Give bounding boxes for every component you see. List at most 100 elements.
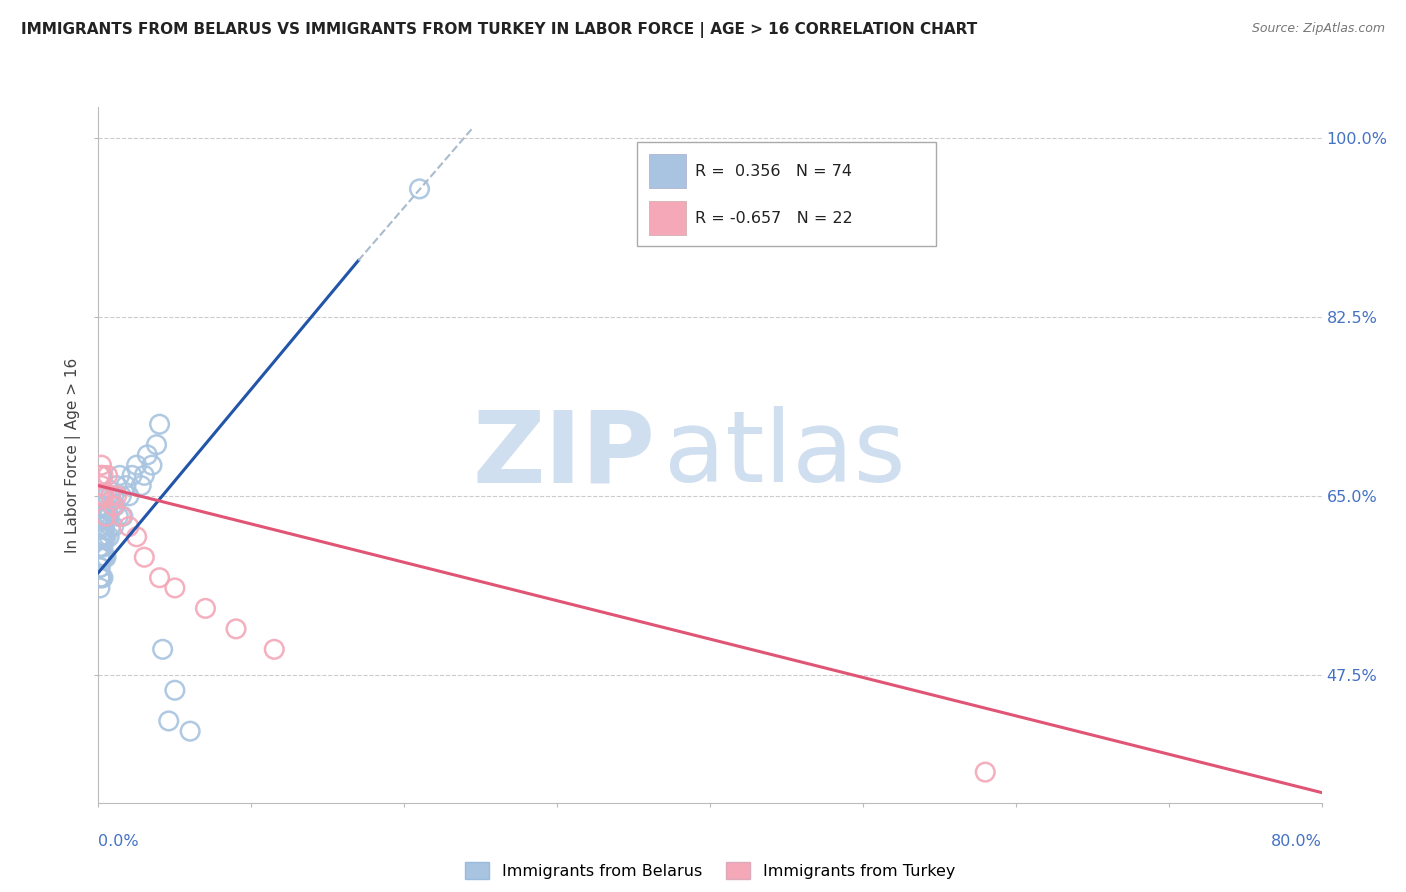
Point <box>149 571 172 585</box>
Point <box>91 571 114 585</box>
Text: 0.0%: 0.0% <box>98 834 139 849</box>
Point <box>111 509 134 524</box>
Point <box>98 530 121 544</box>
Point <box>121 468 143 483</box>
Point <box>90 458 112 472</box>
Point <box>90 468 112 483</box>
Text: R = -0.657   N = 22: R = -0.657 N = 22 <box>696 211 853 226</box>
Point <box>104 499 127 513</box>
Point <box>89 530 111 544</box>
Point <box>89 571 111 585</box>
Point <box>91 530 114 544</box>
Text: 80.0%: 80.0% <box>1271 834 1322 849</box>
Point <box>118 489 141 503</box>
Point <box>157 714 180 728</box>
Point <box>89 581 111 595</box>
Point <box>89 499 111 513</box>
Point <box>225 622 247 636</box>
Point <box>125 458 148 472</box>
Point <box>93 550 115 565</box>
Point <box>90 509 112 524</box>
Point <box>91 540 114 554</box>
Point <box>105 489 128 503</box>
Point <box>90 509 112 524</box>
Point <box>90 519 112 533</box>
Text: Source: ZipAtlas.com: Source: ZipAtlas.com <box>1251 22 1385 36</box>
Text: IMMIGRANTS FROM BELARUS VS IMMIGRANTS FROM TURKEY IN LABOR FORCE | AGE > 16 CORR: IMMIGRANTS FROM BELARUS VS IMMIGRANTS FR… <box>21 22 977 38</box>
Point <box>141 458 163 472</box>
Point <box>90 571 112 585</box>
Point <box>94 509 117 524</box>
Point <box>93 489 115 503</box>
Point <box>103 499 125 513</box>
Point <box>103 519 125 533</box>
Point <box>90 571 112 585</box>
Legend: Immigrants from Belarus, Immigrants from Turkey: Immigrants from Belarus, Immigrants from… <box>458 856 962 885</box>
Point <box>94 509 117 524</box>
Point <box>89 540 111 554</box>
Point <box>90 540 112 554</box>
Point <box>90 478 112 492</box>
Text: ZIP: ZIP <box>472 407 655 503</box>
Point <box>89 560 111 574</box>
Point <box>90 550 112 565</box>
Point <box>97 489 120 503</box>
Point <box>89 571 111 585</box>
Point <box>89 530 111 544</box>
Point <box>152 642 174 657</box>
Point <box>90 530 112 544</box>
Point <box>89 540 111 554</box>
Point <box>115 478 138 492</box>
Text: atlas: atlas <box>664 407 905 503</box>
Point <box>89 540 111 554</box>
Point <box>108 468 131 483</box>
Point <box>125 530 148 544</box>
Point <box>163 683 186 698</box>
Y-axis label: In Labor Force | Age > 16: In Labor Force | Age > 16 <box>65 358 82 552</box>
Point <box>194 601 217 615</box>
Point <box>105 478 128 492</box>
Point <box>89 550 111 565</box>
Point <box>90 550 112 565</box>
Point <box>107 509 129 524</box>
Point <box>89 560 111 574</box>
Point <box>134 550 156 565</box>
Point <box>89 550 111 565</box>
Point <box>103 489 125 503</box>
Point <box>91 509 114 524</box>
Point <box>408 182 430 196</box>
Point <box>91 468 114 483</box>
Point <box>93 499 115 513</box>
Point <box>97 468 120 483</box>
Point <box>90 530 112 544</box>
Point <box>91 489 114 503</box>
Point <box>110 509 132 524</box>
Text: R =  0.356   N = 74: R = 0.356 N = 74 <box>696 163 852 178</box>
Point <box>974 765 997 780</box>
Point <box>89 509 111 524</box>
Point <box>91 499 114 513</box>
Point <box>98 509 121 524</box>
Point <box>93 519 115 533</box>
FancyBboxPatch shape <box>650 201 686 235</box>
Point <box>89 519 111 533</box>
Point <box>97 509 120 524</box>
Point <box>91 550 114 565</box>
Point <box>136 448 159 462</box>
Point <box>118 519 141 533</box>
Point <box>100 489 122 503</box>
Point <box>179 724 201 739</box>
Point <box>129 478 152 492</box>
Point <box>89 468 111 483</box>
Point <box>100 519 122 533</box>
Point <box>163 581 186 595</box>
Point <box>89 489 111 503</box>
Point <box>89 519 111 533</box>
Point <box>110 489 132 503</box>
Point <box>145 438 167 452</box>
Point <box>94 530 117 544</box>
FancyBboxPatch shape <box>637 142 936 246</box>
Point <box>90 489 112 503</box>
Point <box>91 489 114 503</box>
Point <box>94 550 117 565</box>
